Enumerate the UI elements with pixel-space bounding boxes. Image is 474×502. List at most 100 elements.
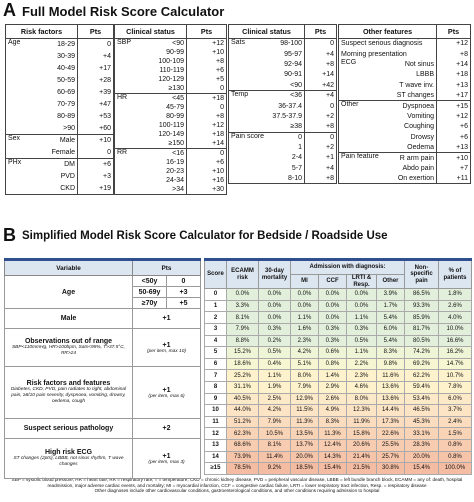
row-key: <90 [264,80,305,91]
cell: 4.6% [346,380,377,394]
row-points: +12 [186,121,227,131]
section-label: SBP [114,38,143,95]
points-note: (per item, max 6) [148,393,185,399]
column-header: Score [204,258,227,290]
row: 1 3.3% 0.0% 0.0% 0.0% 0.0% 1.7% 93.3% 2.6% [204,299,473,313]
cell: 20.0% [404,450,440,464]
row: 40-49 +17 [6,62,114,75]
row: On exertion +11 [339,173,471,185]
row-key: 120-149 [158,131,185,139]
row: 100-109 +8 [115,56,227,67]
row-points: +53 [77,110,114,123]
row-points: +39 [77,86,114,99]
cell: 15.8% [346,427,377,440]
cell: 0.0% [258,299,291,313]
row: Suspect serious diagnosis +12 [339,38,471,49]
row: Temp <36 +4 [228,90,337,133]
cell: 15.2% [226,346,259,359]
row-points: +10 [186,47,227,57]
row-key: 60-69 [57,89,75,96]
row: 0 0.0% 0.0% 0.0% 0.0% 0.0% 3.9% 86.5% 1.8% [204,288,473,301]
points-cell: +1 [131,308,202,329]
row: ST changes +17 [339,90,471,102]
row: Risk factors and features Diabetes, CKD, … [4,366,202,419]
row: 110-119 +6 [115,66,227,76]
row: Sats 98-100 0 [228,38,337,91]
row-key: 100-119 [158,122,185,130]
row: 20-23 +10 [115,167,227,177]
cell: 14.4% [375,404,406,417]
row-points: +11 [436,173,471,185]
cell: 10.7% [438,369,473,382]
cell: 31.1% [226,380,259,394]
row: CKD +19 [6,182,114,195]
column-header: LRTI & Resp. [346,273,377,290]
row-key: 100-109 [158,57,185,65]
cell: 93.3% [404,299,440,313]
cell: 8.1% [258,438,291,452]
row: 2 8.1% 0.0% 1.1% 0.0% 1.1% 5.4% 85.9% 4.0% [204,311,473,324]
row-points: +47 [77,98,114,111]
row: 8-10 +8 [229,173,337,185]
row-points: +60 [77,122,114,135]
row-points: +4 [304,163,337,174]
row: <90 +42 [229,80,337,91]
column-header: Pts [436,24,472,39]
panel-letter: A [3,0,16,20]
row: 16-19 +6 [115,157,227,168]
score: 5 [204,346,227,359]
panel-title: Full Model Risk Score Calculator [22,4,225,19]
row: 7 25.2% 1.1% 8.0% 1.4% 2.3% 11.6% 62.2% 10.7% [204,369,473,382]
points: +1 [162,341,171,349]
row: >34 +30 [115,185,227,196]
row-points: +18 [186,130,227,140]
cell: 25.2% [226,369,259,382]
row-key: 18-29 [57,41,75,49]
cell: 11.6% [375,369,406,382]
row: 120-129 +5 [115,75,227,85]
points: +1 [162,386,171,394]
cell: 0.8% [438,450,473,464]
row-points: +8 [304,121,337,133]
row-key: 80-89 [57,113,75,120]
cell: 28.3% [404,438,440,452]
row: Abdo pain +7 [339,163,471,174]
row-points: +3 [77,170,114,183]
panel-title: Simplified Model Risk Score Calculator f… [22,230,388,242]
row-key: <45 [172,94,185,102]
row: 9 40.5% 2.5% 12.9% 2.6% 8.0% 13.6% 53.4% 6.0% [204,392,473,406]
row: ≥38 +8 [229,121,337,133]
cell: 13.6% [375,392,406,406]
cell: 0.0% [318,311,347,324]
score: 0 [204,288,227,301]
cell: 4.2% [290,346,319,359]
row-points: +6 [186,66,227,76]
cell: 21.4% [346,450,377,464]
cell: 22.6% [375,427,406,440]
score: 9 [204,392,227,406]
cell: 18.5% [290,462,319,475]
cell: 11.9% [346,415,377,429]
cell: 4.2% [258,404,291,417]
header-row: Clinical status Pts [227,24,338,39]
section-label: Sex [5,134,30,159]
variable-cell: Risk factors and features Diabetes, CKD, … [4,366,133,419]
score: 6 [204,357,227,371]
points: +1 [162,452,171,460]
header-row: Other features Pts [337,24,472,39]
cell: 25.5% [375,438,406,452]
points: +2 [162,425,171,432]
row-points: +17 [436,90,471,102]
row-points: +14 [304,69,337,81]
row-key: Male [59,137,75,145]
column-header: Pts [131,259,202,276]
row-key: Female [29,146,78,159]
cell: 2.3% [346,369,377,382]
row-key: 30-39 [57,53,75,60]
score: 7 [204,369,227,382]
row: ≥150 +14 [115,139,227,150]
row-key: 90-99 [166,48,185,56]
cell: 73.9% [226,450,259,464]
cell: 18.6% [226,357,259,371]
